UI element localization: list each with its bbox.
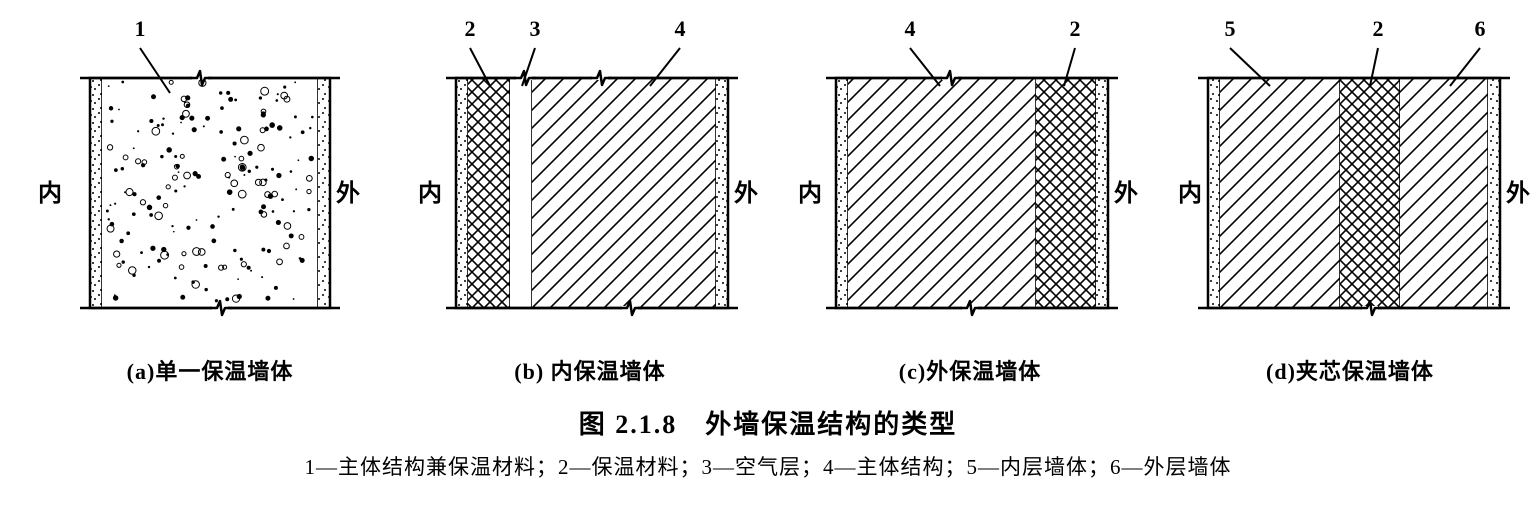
panel-caption-d: (d)夹芯保温墙体 — [1266, 354, 1434, 386]
inside-label: 内 — [1178, 180, 1202, 207]
callout-num-6: 6 — [1475, 16, 1486, 41]
figure-title: 图 2.1.8 外墙保温结构的类型 — [0, 404, 1536, 441]
panels-row: 内 外 1 (a)单一保温墙体 内 外 2 3 4 (b) 内保温墙体 内 外 4 2 (c)外保温墙体 内 外… — [0, 8, 1536, 386]
wall-section-a: 内 外 1 — [20, 8, 400, 348]
panel-a: 内 外 1 (a)单一保温墙体 — [20, 8, 400, 386]
wall-section-b: 内 外 2 3 4 — [400, 8, 780, 348]
wall-section-c: 内 外 4 2 — [780, 8, 1160, 348]
inside-label: 内 — [798, 180, 822, 207]
callout-num-1: 1 — [135, 16, 146, 41]
panel-c: 内 外 4 2 (c)外保温墙体 — [780, 8, 1160, 386]
callout-num-5: 5 — [1225, 16, 1236, 41]
wall-section-d: 内 外 5 2 6 — [1160, 8, 1536, 348]
outside-label: 外 — [1506, 179, 1530, 207]
inside-label: 内 — [38, 180, 62, 207]
outside-label: 外 — [1114, 179, 1138, 207]
panel-caption-c: (c)外保温墙体 — [899, 354, 1041, 386]
outside-label: 外 — [734, 179, 758, 207]
panel-d: 内 外 5 2 6 (d)夹芯保温墙体 — [1160, 8, 1536, 386]
figure-legend: 1—主体结构兼保温材料；2—保温材料；3—空气层；4—主体结构；5—内层墙体；6… — [0, 451, 1536, 481]
inside-label: 内 — [418, 180, 442, 207]
panel-b: 内 外 2 3 4 (b) 内保温墙体 — [400, 8, 780, 386]
panel-caption-b: (b) 内保温墙体 — [514, 354, 665, 386]
callout-num-2: 2 — [1373, 16, 1384, 41]
callout-num-4: 4 — [675, 16, 686, 41]
callout-num-2: 2 — [1070, 16, 1081, 41]
callout-num-2: 2 — [465, 16, 476, 41]
callout-num-3: 3 — [530, 16, 541, 41]
figure-wall-insulation-types: 内 外 1 (a)单一保温墙体 内 外 2 3 4 (b) 内保温墙体 内 外 4 2 (c)外保温墙体 内 外… — [0, 0, 1536, 481]
outside-label: 外 — [336, 179, 360, 207]
panel-caption-a: (a)单一保温墙体 — [127, 354, 294, 386]
callout-num-4: 4 — [905, 16, 916, 41]
